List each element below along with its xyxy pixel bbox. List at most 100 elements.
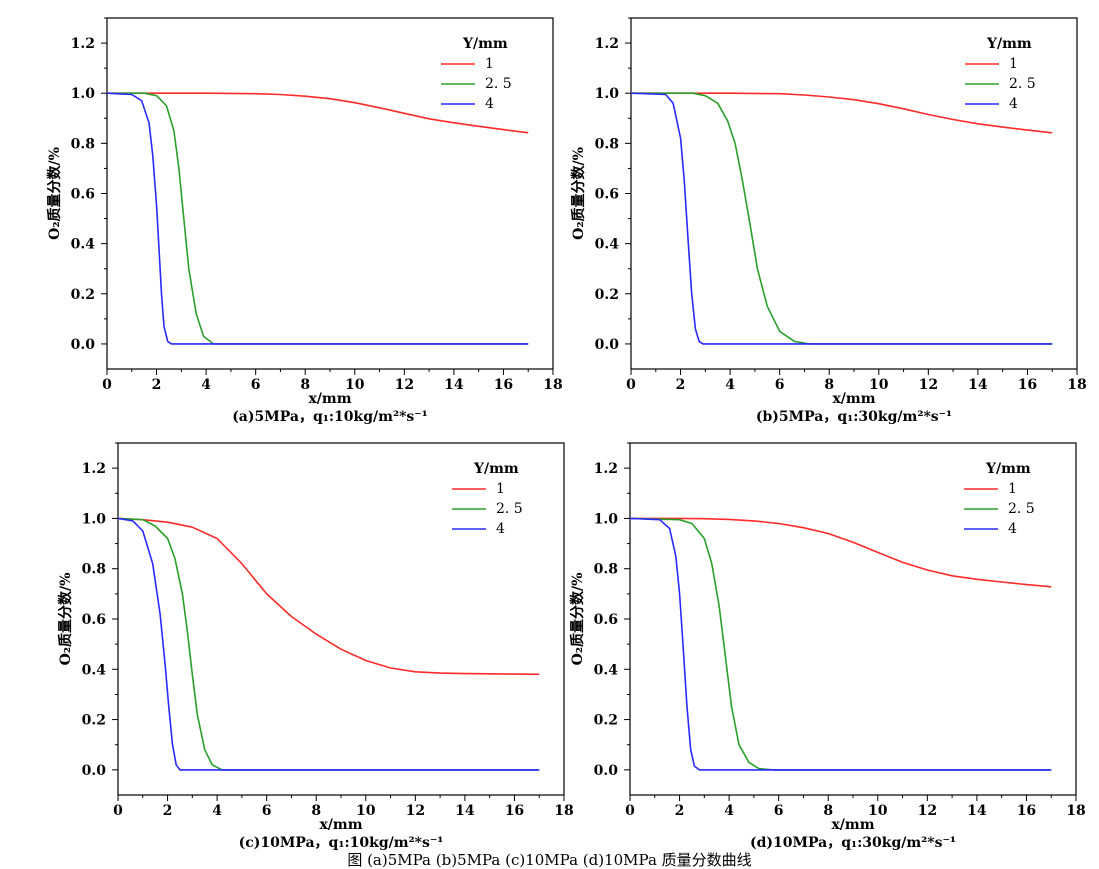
x-tick-label: 2 [676, 377, 686, 393]
y-tick-label: 0.4 [82, 662, 107, 678]
series-line [630, 92, 1053, 345]
chart-panel: 0 2 4 6 8 10 12 14 16 180.00.20.40.60.81.01.2x/mm… [570, 17, 1087, 425]
chart-panel: 0 2 4 6 8 10 12 14 16 180.00.20.40.60.81.01.2x/mm… [57, 442, 574, 851]
y-tick-label: 1.0 [71, 86, 96, 102]
y-tick-label: 1.2 [71, 36, 95, 52]
y-tick-label: 0.2 [71, 287, 95, 303]
x-tick-label: 18 [1066, 803, 1085, 819]
y-tick-label: 1.0 [82, 511, 107, 527]
x-tick-label: 10 [868, 803, 888, 819]
y-tick-label: 0.0 [594, 763, 619, 779]
y-tick-label: 0.2 [595, 287, 619, 303]
series-line [107, 92, 529, 345]
x-tick-label: 2 [152, 377, 162, 393]
y-tick-label: 1.0 [595, 86, 620, 102]
legend-label: 4 [496, 521, 505, 537]
x-tick-label: 0 [113, 803, 123, 819]
y-tick-label: 1.2 [594, 461, 618, 477]
x-tick-label: 0 [102, 377, 112, 393]
x-tick-label: 12 [918, 803, 937, 819]
legend-label: 1 [496, 481, 505, 497]
series-line [117, 517, 540, 771]
series-line [107, 92, 529, 134]
x-tick-label: 16 [1018, 377, 1037, 393]
x-tick-label: 12 [406, 803, 425, 819]
legend-label: 4 [1008, 521, 1017, 537]
x-tick-label: 16 [1017, 803, 1036, 819]
y-tick-label: 0.4 [71, 237, 96, 253]
x-tick-label: 2 [163, 803, 173, 819]
series-line [106, 92, 529, 345]
y-tick-label: 0.6 [71, 187, 95, 203]
x-tick-label: 4 [724, 803, 734, 819]
y-tick-label: 0.6 [595, 187, 619, 203]
figure-caption: 图 (a)5MPa (b)5MPa (c)10MPa (d)10MPa 质量分数… [347, 851, 752, 869]
x-axis-label: x/mm [319, 817, 362, 833]
legend-label: 2. 5 [485, 76, 512, 92]
x-tick-label: 8 [311, 803, 321, 819]
x-tick-label: 8 [824, 377, 834, 393]
series-line [631, 92, 1053, 345]
legend-title: Y/mm [985, 461, 1031, 477]
chart-panel: 0 2 4 6 8 10 12 14 16 180.00.20.40.60.81.01.2x/mm… [569, 442, 1086, 851]
chart-caption: (d)10MPa，q₁:30kg/m²*s⁻¹ [750, 835, 956, 851]
series-line [117, 517, 540, 676]
legend-title: Y/mm [986, 36, 1032, 52]
legend-label: 2. 5 [1009, 76, 1036, 92]
x-tick-label: 18 [543, 377, 562, 393]
x-tick-label: 2 [675, 803, 685, 819]
x-tick-label: 8 [823, 803, 833, 819]
legend-label: 1 [1008, 481, 1017, 497]
y-tick-label: 1.2 [595, 36, 619, 52]
legend-label: 2. 5 [1008, 501, 1035, 517]
y-tick-label: 0.0 [71, 337, 96, 353]
y-axis-label: O₂质量分数/% [570, 147, 587, 240]
x-tick-label: 14 [967, 803, 987, 819]
x-tick-label: 10 [345, 377, 365, 393]
x-tick-label: 18 [554, 803, 573, 819]
x-axis-label: x/mm [308, 391, 351, 407]
x-axis-label: x/mm [831, 817, 874, 833]
legend-label: 4 [1009, 96, 1018, 112]
x-tick-label: 12 [919, 377, 938, 393]
legend-title: Y/mm [473, 461, 519, 477]
series-line [631, 92, 1053, 134]
x-tick-label: 0 [626, 377, 636, 393]
legend-title: Y/mm [462, 36, 508, 52]
x-tick-label: 16 [505, 803, 524, 819]
legend-label: 4 [485, 96, 494, 112]
series-line [629, 517, 1052, 771]
x-tick-label: 6 [774, 803, 784, 819]
y-tick-label: 0.2 [82, 713, 106, 729]
x-tick-label: 18 [1067, 377, 1086, 393]
x-tick-label: 6 [251, 377, 261, 393]
x-tick-label: 12 [395, 377, 414, 393]
chart-panel: 0 2 4 6 8 10 12 14 16 180.00.20.40.60.81.01.2x/mm… [46, 17, 563, 425]
x-tick-label: 0 [625, 803, 635, 819]
y-tick-label: 0.8 [82, 562, 106, 578]
y-tick-label: 0.8 [71, 136, 95, 152]
y-tick-label: 0.4 [594, 662, 619, 678]
y-axis-label: O₂质量分数/% [46, 147, 63, 240]
y-axis-label: O₂质量分数/% [569, 573, 586, 666]
series-line [629, 517, 1052, 771]
x-tick-label: 6 [775, 377, 785, 393]
y-tick-label: 1.0 [594, 511, 619, 527]
chart-caption: (b)5MPa，q₁:30kg/m²*s⁻¹ [756, 409, 952, 425]
x-tick-label: 14 [968, 377, 988, 393]
x-tick-label: 10 [869, 377, 889, 393]
x-tick-label: 10 [356, 803, 376, 819]
y-tick-label: 0.6 [594, 612, 618, 628]
x-tick-label: 4 [201, 377, 211, 393]
y-tick-label: 0.0 [82, 763, 107, 779]
legend-label: 1 [1009, 56, 1018, 72]
x-axis-label: x/mm [832, 391, 875, 407]
legend-label: 2. 5 [496, 501, 523, 517]
y-tick-label: 0.4 [595, 237, 620, 253]
series-line [117, 517, 540, 771]
x-tick-label: 14 [444, 377, 464, 393]
y-tick-label: 0.0 [595, 337, 620, 353]
chart-caption: (a)5MPa，q₁:10kg/m²*s⁻¹ [232, 409, 428, 425]
x-tick-label: 4 [212, 803, 222, 819]
